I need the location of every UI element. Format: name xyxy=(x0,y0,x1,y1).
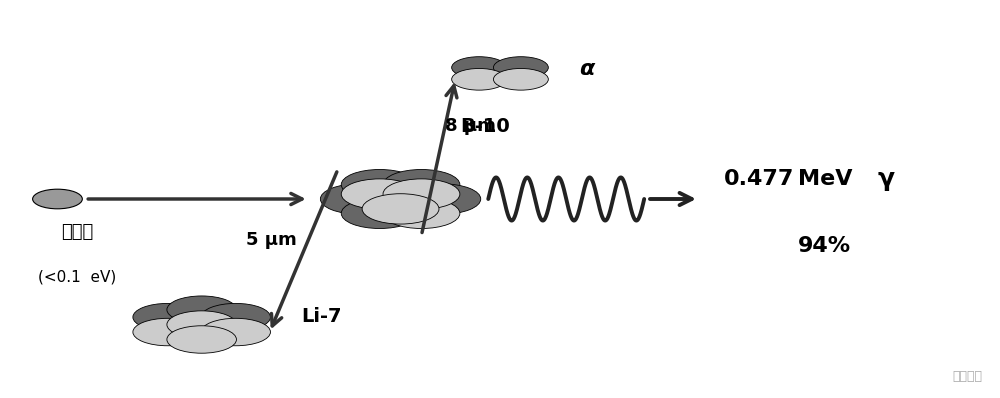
Circle shape xyxy=(383,179,460,209)
Circle shape xyxy=(167,311,236,338)
Text: (<0.1  eV): (<0.1 eV) xyxy=(38,269,116,285)
Circle shape xyxy=(167,296,236,324)
Circle shape xyxy=(452,68,507,90)
Circle shape xyxy=(133,303,202,331)
Text: Li-7: Li-7 xyxy=(301,307,342,326)
Circle shape xyxy=(201,303,270,331)
Circle shape xyxy=(341,170,418,200)
Text: 0.477: 0.477 xyxy=(724,170,794,189)
Circle shape xyxy=(493,68,548,90)
Circle shape xyxy=(167,326,236,353)
Circle shape xyxy=(383,198,460,228)
Text: α: α xyxy=(580,59,595,80)
Circle shape xyxy=(133,318,202,346)
Text: 94%: 94% xyxy=(798,236,851,256)
Text: 5 μm: 5 μm xyxy=(246,231,297,249)
Text: B-10: B-10 xyxy=(460,117,510,136)
Circle shape xyxy=(362,194,439,224)
Circle shape xyxy=(341,179,418,209)
Circle shape xyxy=(404,184,481,214)
Circle shape xyxy=(201,318,270,346)
Text: MeV: MeV xyxy=(798,170,853,189)
Circle shape xyxy=(341,198,418,228)
Text: 8 μm: 8 μm xyxy=(445,117,496,135)
Circle shape xyxy=(320,184,397,214)
Text: 热中子: 热中子 xyxy=(61,222,93,240)
Circle shape xyxy=(33,189,82,209)
Text: 瑞康台医: 瑞康台医 xyxy=(952,371,982,383)
Text: γ: γ xyxy=(878,168,895,191)
Circle shape xyxy=(493,57,548,78)
Circle shape xyxy=(362,184,439,214)
Circle shape xyxy=(383,170,460,200)
Circle shape xyxy=(452,57,507,78)
